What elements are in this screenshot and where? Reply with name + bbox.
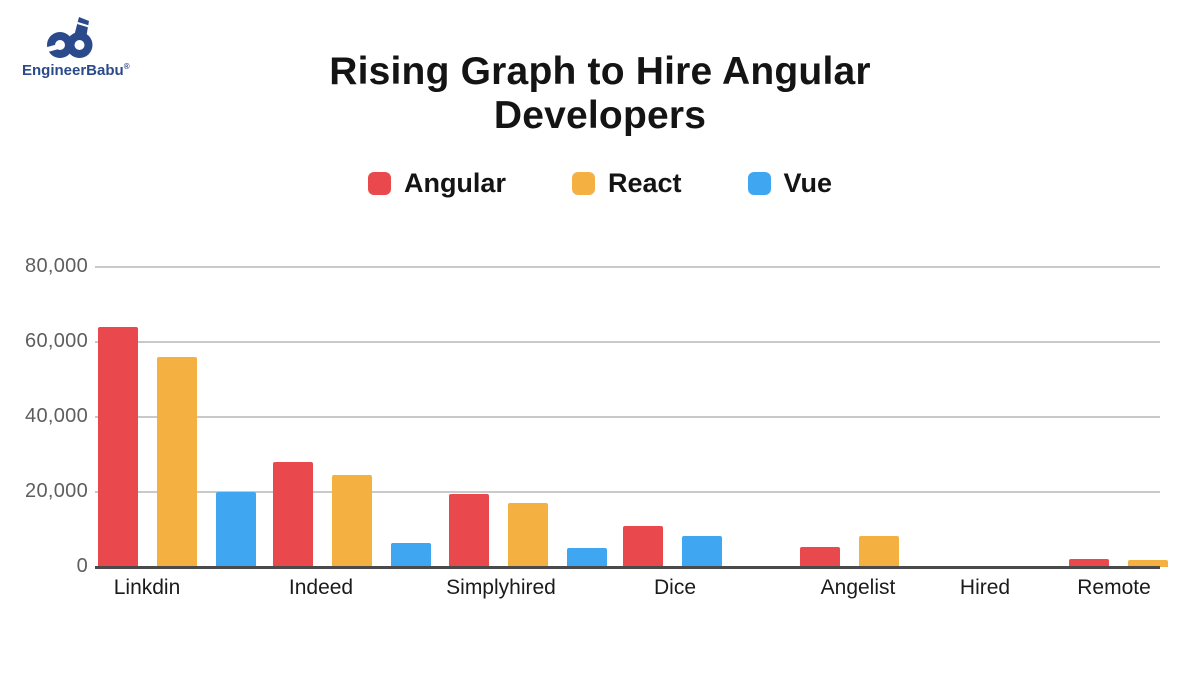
- y-axis-label: 60,000: [25, 330, 88, 352]
- x-axis-label-simplyhired: Simplyhired: [446, 576, 556, 599]
- x-axis-label-remote: Remote: [1077, 576, 1151, 599]
- gridline: [95, 266, 1160, 268]
- legend-label: React: [607, 168, 682, 198]
- bar-react-indeed: [332, 475, 372, 567]
- bar-vue-dice: [682, 536, 722, 567]
- x-axis-label-hired: Hired: [959, 576, 1011, 599]
- chart-legend: Angular React Vue: [0, 168, 1200, 199]
- engineerbabu-logo-icon: [46, 17, 93, 58]
- gridline: [95, 491, 1160, 493]
- bar-angular-angelist: [800, 547, 840, 567]
- legend-swatch-react: [571, 172, 595, 195]
- bar-angular-linkdin: [98, 327, 138, 567]
- y-axis-label: 20,000: [25, 480, 88, 502]
- x-axis-label-angelist: Angelist: [820, 576, 896, 599]
- bar-angular-remote: [1069, 559, 1109, 567]
- bar-react-simplyhired: [508, 503, 548, 567]
- bar-react-linkdin: [157, 357, 197, 567]
- y-axis-label: 0: [76, 555, 88, 577]
- legend-swatch-angular: [367, 172, 391, 195]
- chart-title-line2: Developers: [493, 94, 707, 137]
- bar-angular-indeed: [273, 462, 313, 567]
- bar-react-angelist: [859, 536, 899, 567]
- x-axis-line: [95, 566, 1160, 569]
- legend-label: Angular: [403, 168, 506, 198]
- y-axis-label: 80,000: [25, 255, 88, 277]
- x-axis-label-linkdin: Linkdin: [113, 576, 181, 599]
- bar-vue-linkdin: [216, 492, 256, 567]
- registered-trademark-symbol: ®: [123, 62, 130, 71]
- y-axis-label: 40,000: [25, 405, 88, 427]
- legend-item-vue: Vue: [747, 168, 833, 199]
- legend-item-angular: Angular: [367, 168, 506, 199]
- legend-swatch-vue: [747, 172, 771, 195]
- gridline: [95, 416, 1160, 418]
- legend-label: Vue: [783, 168, 833, 198]
- engineerbabu-logo: EngineerBabu®: [22, 12, 142, 79]
- bar-angular-simplyhired: [449, 494, 489, 567]
- chart-title-line1: Rising Graph to Hire Angular: [329, 50, 871, 93]
- bar-vue-indeed: [391, 543, 431, 567]
- logo-wordmark: EngineerBabu®: [22, 62, 130, 79]
- bar-vue-simplyhired: [567, 548, 607, 567]
- gridline: [95, 341, 1160, 343]
- x-axis-label-indeed: Indeed: [288, 576, 354, 599]
- bar-react-remote: [1128, 560, 1168, 567]
- bar-angular-dice: [623, 526, 663, 567]
- chart-title: Rising Graph to Hire Angular Developers: [0, 50, 1200, 138]
- x-axis-label-dice: Dice: [653, 576, 696, 599]
- legend-item-react: React: [571, 168, 682, 199]
